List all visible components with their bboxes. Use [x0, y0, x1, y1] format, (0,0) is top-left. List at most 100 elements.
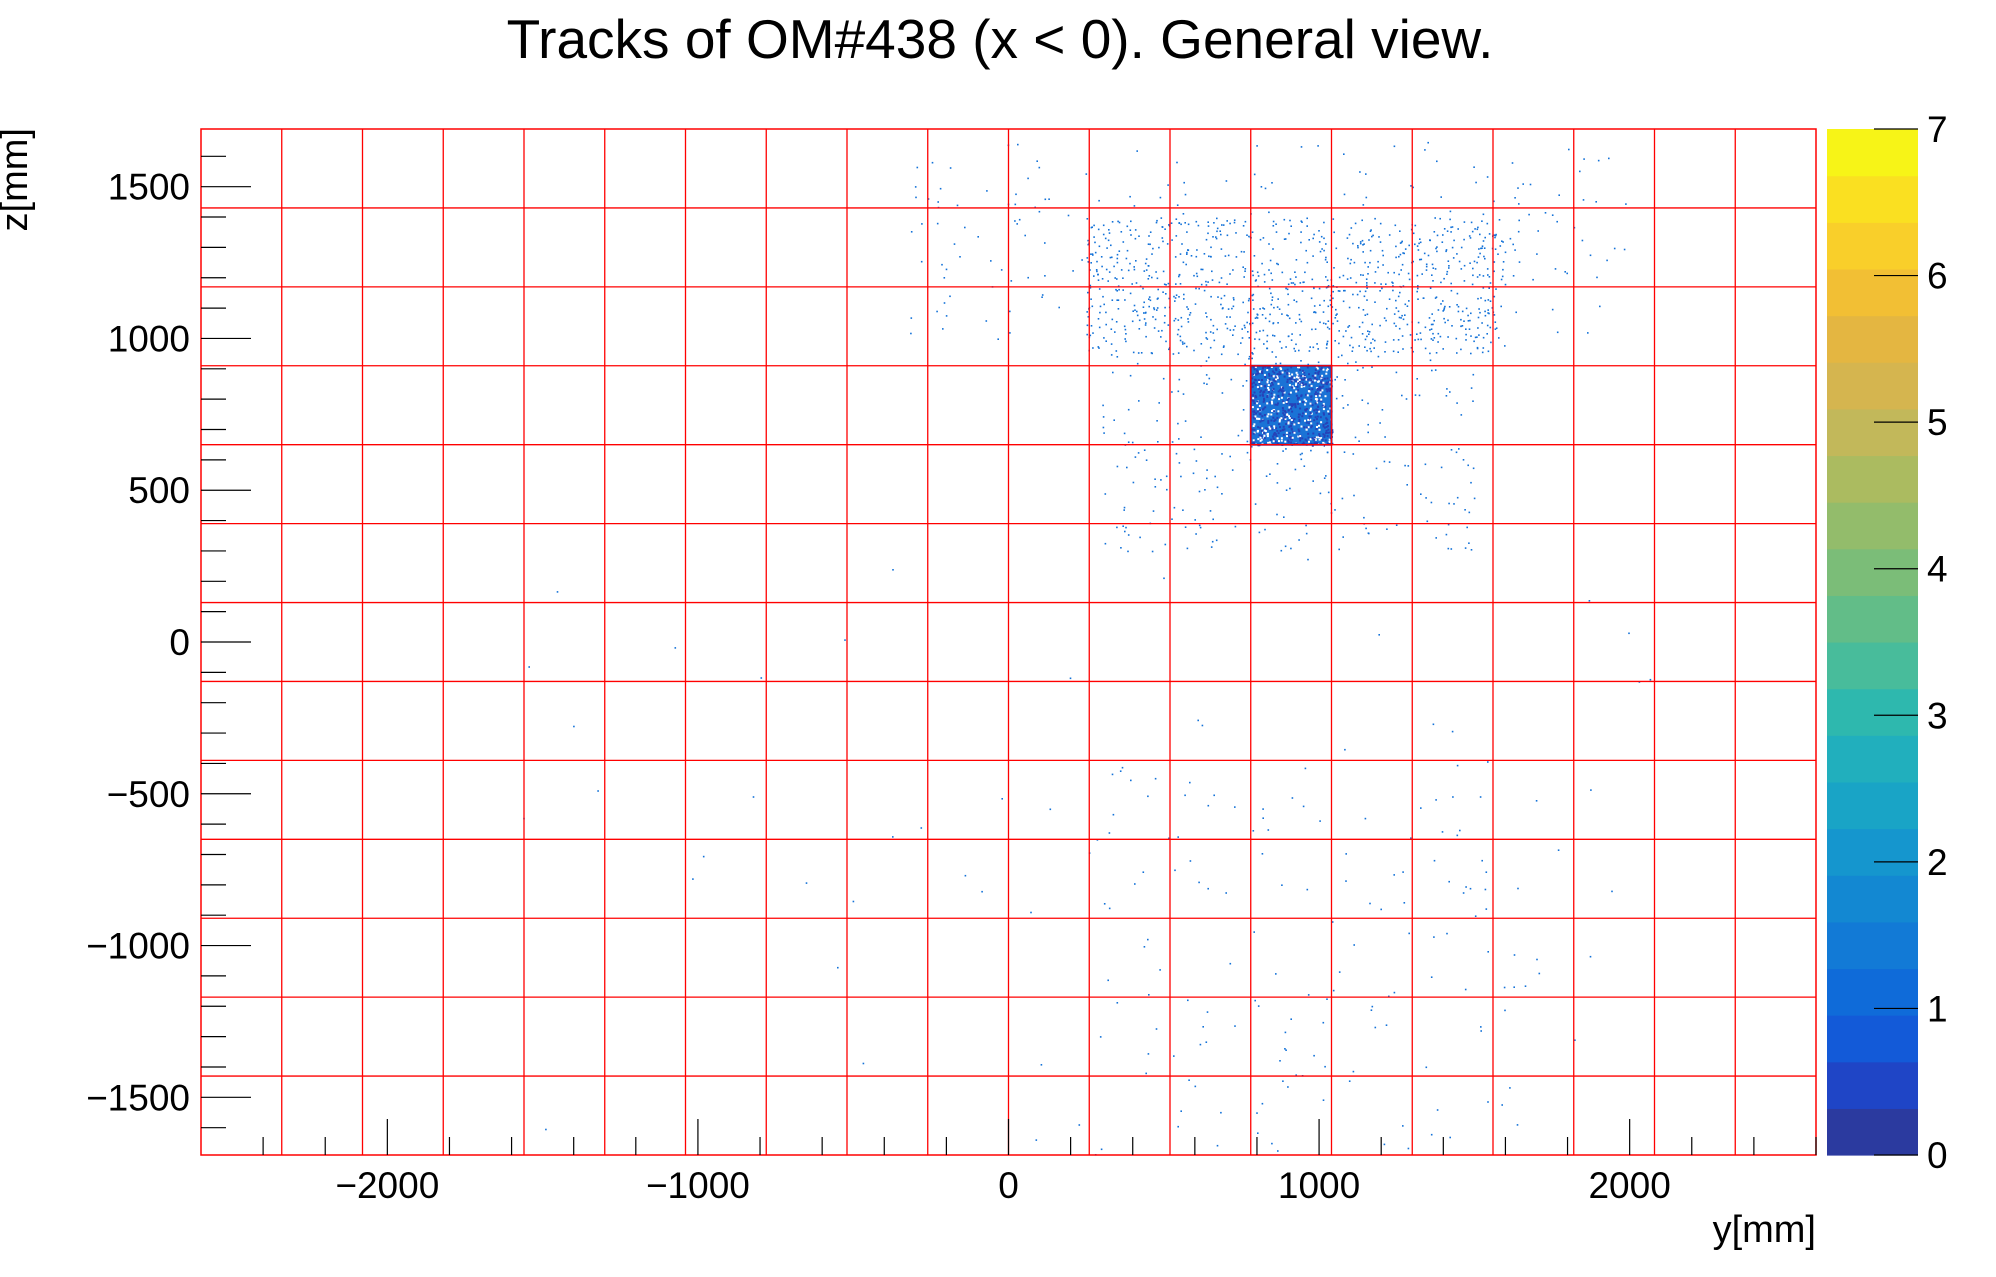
- track-point: [1347, 257, 1349, 260]
- dense-point: [1297, 402, 1300, 405]
- dense-point: [1287, 421, 1290, 424]
- track-point: [1235, 256, 1238, 258]
- track-point: [1322, 1021, 1325, 1024]
- track-point: [1347, 404, 1349, 406]
- track-point: [1554, 268, 1557, 270]
- track-point: [1132, 351, 1135, 354]
- track-point: [1103, 303, 1105, 306]
- dense-point: [1305, 426, 1308, 429]
- track-point: [1364, 338, 1367, 341]
- track-point: [1205, 284, 1208, 286]
- track-point: [1282, 1080, 1284, 1082]
- dense-point: [1286, 402, 1289, 405]
- track-point: [1125, 333, 1127, 335]
- dense-point: [1320, 421, 1323, 424]
- track-point: [1129, 262, 1131, 265]
- track-point: [1081, 259, 1083, 261]
- track-point: [1487, 274, 1489, 276]
- dense-point: [1301, 382, 1304, 384]
- track-point: [997, 338, 999, 340]
- track-point: [1129, 229, 1132, 231]
- track-point: [1122, 525, 1124, 527]
- track-point: [1343, 289, 1345, 292]
- track-point: [1036, 160, 1038, 162]
- track-point: [1357, 246, 1359, 249]
- dense-point: [1252, 397, 1255, 400]
- x-tick-label: 2000: [1588, 1165, 1670, 1206]
- track-point: [1087, 243, 1089, 246]
- track-point: [1440, 303, 1442, 305]
- track-point: [1189, 781, 1191, 784]
- track-point: [1344, 379, 1346, 381]
- dense-point: [1327, 380, 1330, 383]
- dense-point: [1300, 394, 1303, 397]
- dense-point: [1325, 426, 1328, 428]
- dense-point: [1290, 427, 1293, 430]
- track-point: [1311, 278, 1314, 281]
- dense-point: [1304, 383, 1307, 386]
- track-point: [1161, 226, 1164, 228]
- track-point: [1246, 321, 1248, 324]
- dense-point: [1300, 385, 1303, 388]
- track-point: [1481, 245, 1484, 247]
- track-point: [1382, 254, 1384, 257]
- dense-point: [1317, 406, 1320, 408]
- track-point: [1089, 269, 1091, 271]
- x-tick-label: 1000: [1278, 1165, 1360, 1206]
- track-point: [1168, 224, 1170, 226]
- dense-point: [1320, 377, 1323, 380]
- track-point: [1268, 320, 1271, 323]
- track-point: [1111, 318, 1114, 321]
- dense-point: [1304, 408, 1307, 411]
- track-point: [1290, 1018, 1292, 1020]
- track-point: [1225, 180, 1228, 182]
- track-point: [1375, 467, 1378, 470]
- dense-point: [1298, 380, 1301, 383]
- track-point: [1345, 330, 1347, 332]
- dense-point: [1268, 441, 1271, 444]
- track-point: [1512, 243, 1514, 246]
- track-point: [1364, 314, 1367, 316]
- dense-point: [1254, 378, 1257, 381]
- track-point: [1225, 892, 1227, 894]
- track-point: [1504, 1009, 1506, 1012]
- track-point: [964, 226, 966, 229]
- track-point: [1392, 285, 1394, 287]
- track-point: [1325, 347, 1328, 349]
- track-point: [1154, 777, 1157, 780]
- track-point: [1195, 460, 1198, 462]
- track-point: [1463, 320, 1465, 322]
- track-point: [1493, 261, 1496, 263]
- track-point: [1404, 464, 1406, 467]
- track-point: [1018, 218, 1021, 221]
- track-point: [1177, 422, 1179, 425]
- track-point: [1416, 274, 1419, 277]
- dense-point: [1307, 418, 1310, 421]
- track-point: [1329, 304, 1332, 306]
- track-point: [1313, 305, 1316, 307]
- dense-point: [1309, 415, 1312, 418]
- track-point: [1180, 325, 1183, 328]
- track-point: [1434, 297, 1437, 299]
- track-point: [1223, 294, 1226, 297]
- track-point: [1581, 239, 1584, 242]
- track-point: [1489, 326, 1492, 329]
- track-point: [1326, 451, 1329, 454]
- track-point: [1147, 795, 1149, 798]
- track-point: [1285, 448, 1287, 450]
- track-point: [1279, 1060, 1281, 1062]
- track-point: [1134, 883, 1136, 885]
- track-point: [1452, 257, 1455, 259]
- track-point: [1149, 243, 1151, 246]
- track-point: [1232, 297, 1235, 299]
- dense-point: [1261, 372, 1264, 375]
- dense-point: [1303, 374, 1306, 377]
- track-point: [1518, 261, 1521, 263]
- track-point: [545, 1128, 547, 1131]
- track-point: [1472, 467, 1475, 470]
- track-point: [1325, 256, 1327, 259]
- track-point: [1499, 245, 1502, 247]
- dense-point: [1302, 401, 1304, 404]
- track-point: [1491, 307, 1494, 309]
- track-point: [1203, 382, 1205, 385]
